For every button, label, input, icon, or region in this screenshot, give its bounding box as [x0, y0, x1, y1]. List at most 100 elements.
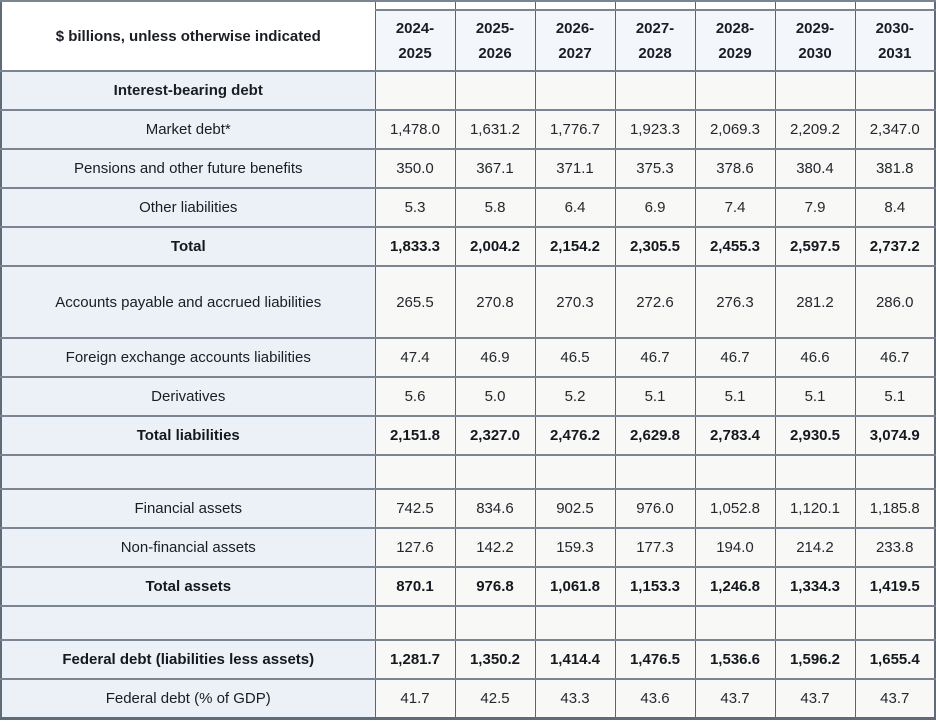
- value-cell: 1,185.8: [854, 488, 936, 529]
- table-row: Interest-bearing debt: [0, 70, 936, 111]
- value-cell: 43.7: [854, 678, 936, 720]
- value-cell: 2,305.5: [614, 226, 696, 267]
- value-cell: 43.3: [534, 678, 616, 720]
- row-label: Total: [0, 226, 376, 267]
- value-cell: [774, 70, 856, 111]
- value-cell: 2,154.2: [534, 226, 616, 267]
- table-row: Federal debt (liabilities less assets) 1,…: [0, 639, 936, 680]
- year-top: 2024-: [395, 19, 435, 37]
- value-cell: 46.7: [694, 337, 776, 378]
- value-cell: 976.0: [614, 488, 696, 529]
- cropped-spacer-row: $ billions, unless otherwise indicated: [0, 0, 936, 72]
- value-cell: 367.1: [454, 148, 536, 189]
- value-cell: 1,414.4: [534, 639, 616, 680]
- value-cell: 41.7: [374, 678, 456, 720]
- value-cell: 2,455.3: [694, 226, 776, 267]
- year-column-header: 2028- 2029: [694, 9, 776, 72]
- cropped-cell: [854, 0, 936, 12]
- value-cell: 276.3: [694, 265, 776, 339]
- year-column-header: 2027- 2028: [614, 9, 696, 72]
- value-cell: [774, 605, 856, 641]
- value-cell: [374, 70, 456, 111]
- year-bottom: 2028: [638, 44, 672, 62]
- value-cell: 1,833.3: [374, 226, 456, 267]
- value-cell: 378.6: [694, 148, 776, 189]
- row-label: Total liabilities: [0, 415, 376, 456]
- value-cell: 870.1: [374, 566, 456, 607]
- year-column-header: 2024- 2025: [374, 9, 456, 72]
- table-row: Total liabilities 2,151.8 2,327.0 2,476.2 2,…: [0, 415, 936, 456]
- value-cell: 1,153.3: [614, 566, 696, 607]
- value-cell: 2,069.3: [694, 109, 776, 150]
- year-bottom: 2027: [558, 44, 592, 62]
- value-cell: 214.2: [774, 527, 856, 568]
- value-cell: 8.4: [854, 187, 936, 228]
- value-cell: 902.5: [534, 488, 616, 529]
- table-row: Foreign exchange accounts liabilities 47.…: [0, 337, 936, 378]
- value-cell: 381.8: [854, 148, 936, 189]
- value-cell: 42.5: [454, 678, 536, 720]
- value-cell: [854, 454, 936, 490]
- value-cell: 2,629.8: [614, 415, 696, 456]
- value-cell: 2,347.0: [854, 109, 936, 150]
- value-cell: 1,350.2: [454, 639, 536, 680]
- table-body: Interest-bearing debt Market debt* 1,478.0…: [0, 70, 936, 720]
- table-row: Federal debt (% of GDP) 41.7 42.5 43.3 43.6 4…: [0, 678, 936, 720]
- table-row: Other liabilities 5.3 5.8 6.4 6.9 7.4 7.9 8.4: [0, 187, 936, 228]
- year-top: 2030-: [875, 19, 914, 37]
- value-cell: [694, 70, 776, 111]
- row-label: [0, 454, 376, 490]
- value-cell: 46.6: [774, 337, 856, 378]
- value-cell: [374, 454, 456, 490]
- value-cell: 272.6: [614, 265, 696, 339]
- value-cell: 1,631.2: [454, 109, 536, 150]
- value-cell: 5.1: [614, 376, 696, 417]
- value-cell: 2,930.5: [774, 415, 856, 456]
- value-cell: 194.0: [694, 527, 776, 568]
- row-label: Total assets: [0, 566, 376, 607]
- year-bottom: 2026: [478, 44, 512, 62]
- value-cell: 2,327.0: [454, 415, 536, 456]
- value-cell: 5.0: [454, 376, 536, 417]
- row-label: Other liabilities: [0, 187, 376, 228]
- year-column-header: 2030- 2031: [854, 9, 936, 72]
- value-cell: 2,783.4: [694, 415, 776, 456]
- year-header-row: 2024- 2025 2025- 2026 2026- 2027 2027- 2…: [1, 9, 936, 72]
- table-row: Pensions and other future benefits 350.0 3…: [0, 148, 936, 189]
- table-row: Derivatives 5.6 5.0 5.2 5.1 5.1 5.1 5.1: [0, 376, 936, 417]
- value-cell: 159.3: [534, 527, 616, 568]
- value-cell: 3,074.9: [854, 415, 936, 456]
- value-cell: 5.1: [854, 376, 936, 417]
- value-cell: 371.1: [534, 148, 616, 189]
- value-cell: 46.7: [614, 337, 696, 378]
- row-label: Federal debt (liabilities less assets): [0, 639, 376, 680]
- table-row: [0, 605, 936, 641]
- value-cell: 1,419.5: [854, 566, 936, 607]
- value-cell: [534, 70, 616, 111]
- value-cell: 2,597.5: [774, 226, 856, 267]
- value-cell: 2,151.8: [374, 415, 456, 456]
- year-column-header: 2029- 2030: [774, 9, 856, 72]
- value-cell: 742.5: [374, 488, 456, 529]
- value-cell: [454, 70, 536, 111]
- value-cell: 1,052.8: [694, 488, 776, 529]
- value-cell: [614, 605, 696, 641]
- value-cell: 2,476.2: [534, 415, 616, 456]
- value-cell: [854, 605, 936, 641]
- row-label: Pensions and other future benefits: [0, 148, 376, 189]
- value-cell: 6.9: [614, 187, 696, 228]
- value-cell: 46.9: [454, 337, 536, 378]
- value-cell: 6.4: [534, 187, 616, 228]
- year-top: 2029-: [795, 19, 835, 37]
- value-cell: 286.0: [854, 265, 936, 339]
- value-cell: 1,061.8: [534, 566, 616, 607]
- year-bottom: 2025: [398, 44, 432, 62]
- value-cell: 2,209.2: [774, 109, 856, 150]
- value-cell: 5.3: [374, 187, 456, 228]
- value-cell: [774, 454, 856, 490]
- year-top: 2027-: [635, 19, 675, 37]
- value-cell: 1,478.0: [374, 109, 456, 150]
- value-cell: 375.3: [614, 148, 696, 189]
- value-cell: [614, 454, 696, 490]
